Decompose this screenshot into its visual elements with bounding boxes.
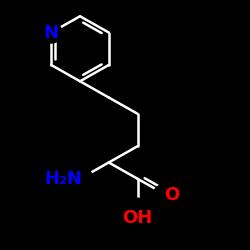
Circle shape	[41, 22, 62, 43]
Circle shape	[153, 184, 174, 206]
Text: N: N	[44, 24, 59, 42]
Circle shape	[127, 198, 148, 219]
Text: O: O	[164, 186, 179, 204]
Text: H₂N: H₂N	[44, 170, 82, 188]
Text: OH: OH	[122, 209, 152, 227]
Circle shape	[72, 168, 93, 189]
